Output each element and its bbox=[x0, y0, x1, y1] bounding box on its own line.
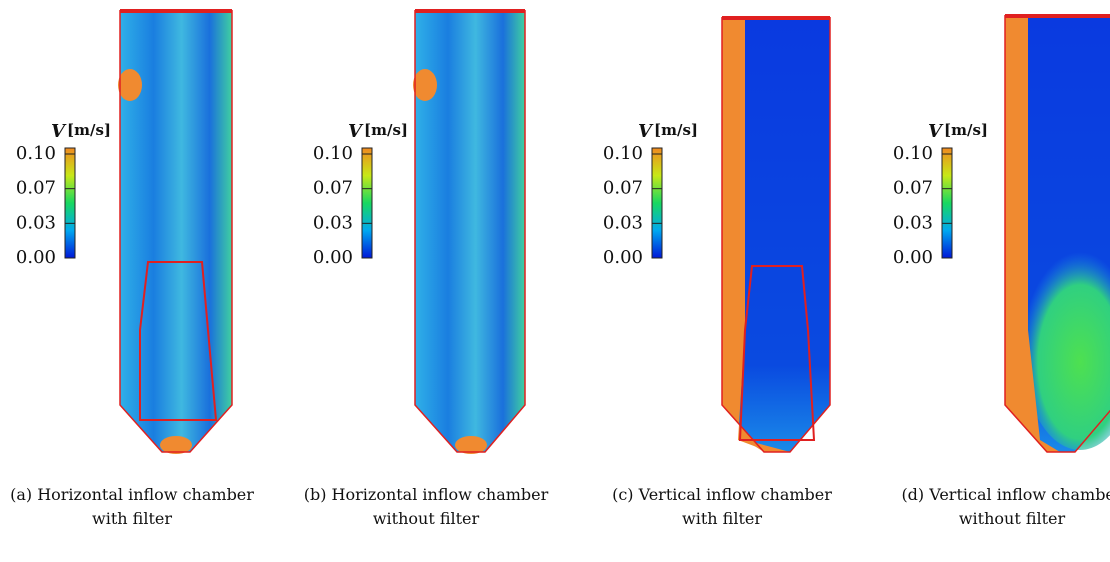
jet bbox=[722, 17, 770, 452]
caption: without filter bbox=[373, 509, 480, 528]
outline bbox=[414, 10, 526, 453]
colorbar-label: 0.07 bbox=[313, 178, 353, 199]
contour bbox=[722, 17, 830, 452]
chamber-b bbox=[413, 9, 526, 454]
colorbar-symbol: V bbox=[51, 121, 67, 142]
colorbar-label: 0.00 bbox=[16, 247, 56, 268]
colorbar-label: 0.10 bbox=[893, 143, 933, 164]
outline bbox=[1004, 15, 1110, 453]
colorbar-label: 0.07 bbox=[603, 178, 643, 199]
inlet bbox=[413, 69, 437, 101]
colorbar-unit: [m/s] bbox=[364, 121, 408, 139]
caption: (a) Horizontal inflow chamber bbox=[10, 485, 254, 504]
caption: with filter bbox=[682, 509, 762, 528]
colorbar-label: 0.03 bbox=[603, 212, 643, 233]
colorbar-unit: [m/s] bbox=[67, 121, 111, 139]
colorbar bbox=[64, 147, 76, 259]
colorbar bbox=[941, 147, 953, 259]
colorbar-unit: [m/s] bbox=[654, 121, 698, 139]
colorbar-symbol: V bbox=[928, 121, 944, 142]
filter bbox=[738, 265, 816, 441]
chamber-a bbox=[118, 9, 233, 454]
colorbar-label: 0.03 bbox=[893, 212, 933, 233]
caption: (d) Vertical inflow chamber bbox=[901, 485, 1110, 504]
caption: with filter bbox=[92, 509, 172, 528]
colorbar-label: 0.10 bbox=[313, 143, 353, 164]
jet bbox=[1005, 15, 1060, 452]
filter bbox=[139, 261, 218, 421]
inlet bbox=[118, 69, 142, 101]
colorbar-label: 0.03 bbox=[16, 212, 56, 233]
colorbar bbox=[361, 147, 373, 259]
contour bbox=[415, 10, 525, 452]
colorbar-label: 0.00 bbox=[893, 247, 933, 268]
colorbar-unit: [m/s] bbox=[944, 121, 988, 139]
colorbar-label: 0.10 bbox=[603, 143, 643, 164]
caption: (b) Horizontal inflow chamber bbox=[304, 485, 549, 504]
colorbar bbox=[651, 147, 663, 259]
colorbar-label: 0.03 bbox=[313, 212, 353, 233]
outlet-jet bbox=[160, 436, 192, 454]
caption: without filter bbox=[959, 509, 1066, 528]
chamber-d bbox=[1004, 14, 1110, 453]
colorbar-label: 0.07 bbox=[16, 178, 56, 199]
outlet-jet bbox=[455, 436, 487, 454]
contour bbox=[120, 10, 232, 452]
chamber-c bbox=[721, 16, 831, 453]
colorbar-label: 0.00 bbox=[603, 247, 643, 268]
colorbar-label: 0.10 bbox=[16, 143, 56, 164]
flow-region bbox=[1020, 230, 1110, 450]
colorbar-label: 0.00 bbox=[313, 247, 353, 268]
caption: (c) Vertical inflow chamber bbox=[612, 485, 832, 504]
outline bbox=[119, 10, 233, 453]
outline bbox=[721, 17, 831, 453]
colorbar-symbol: V bbox=[348, 121, 364, 142]
colorbar-symbol: V bbox=[638, 121, 654, 142]
colorbar-label: 0.07 bbox=[893, 178, 933, 199]
